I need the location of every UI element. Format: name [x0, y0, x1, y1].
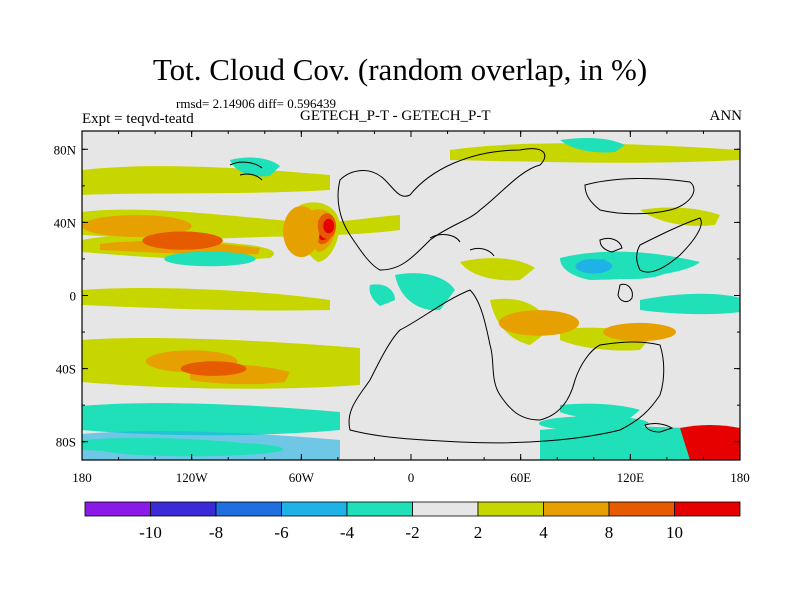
stats-text: rmsd= 2.14906 diff= 0.596439 [176, 96, 336, 111]
lat-tick-label: 40N [54, 215, 77, 230]
anomaly-region [180, 361, 247, 376]
lat-tick-label: 40S [56, 362, 76, 377]
colorbar-label: -10 [139, 523, 162, 542]
anomaly-region [100, 441, 284, 457]
anomaly-region [699, 436, 740, 455]
colorbar-swatch [674, 501, 741, 517]
lon-tick-labels: 180 120W 60W 0 60E 120E 180 [72, 470, 750, 485]
colorbar-label: -2 [405, 523, 419, 542]
lon-tick-label: 0 [408, 470, 415, 485]
season-label: ANN [709, 108, 743, 124]
anomaly-region [142, 231, 223, 250]
colorbar-label: 8 [605, 523, 614, 542]
colorbar-swatch [412, 501, 479, 517]
colorbar-swatch [608, 501, 675, 517]
lon-tick-label: 60E [510, 470, 531, 485]
lat-tick-label: 0 [70, 289, 77, 304]
colorbar-label: 10 [666, 523, 683, 542]
map-subtitle: GETECH_P-T - GETECH_P-T [300, 108, 491, 124]
anomaly-region [164, 251, 256, 267]
lon-tick-label: 120E [617, 470, 645, 485]
lat-tick-label: 80N [54, 142, 77, 157]
anomaly-region [498, 310, 580, 336]
anomaly-region [575, 258, 613, 274]
colorbar-swatch [281, 501, 348, 517]
expt-label: Expt = teqvd-teatd [82, 111, 194, 127]
continent-outlines [229, 148, 702, 444]
anomaly-region [602, 322, 677, 342]
lon-tick-label: 180 [72, 470, 92, 485]
colorbar-labels: -10 -8 -6 -4 -2 2 4 8 10 [139, 523, 683, 542]
anomaly-region [590, 257, 671, 280]
colorbar-swatch [477, 501, 544, 517]
colorbar [84, 501, 741, 517]
colorbar-swatch [543, 501, 610, 517]
lon-tick-label: 120W [176, 470, 209, 485]
anomaly-region [283, 205, 320, 258]
colorbar-label: 4 [539, 523, 548, 542]
anomaly-regions [82, 205, 740, 457]
axis-ticks [81, 131, 741, 460]
anomaly-region [538, 416, 649, 431]
anomaly-region [323, 218, 335, 234]
colorbar-swatch [84, 501, 151, 517]
lon-tick-label: 180 [730, 470, 750, 485]
map-title: Tot. Cloud Cov. (random overlap, in %) [152, 52, 648, 87]
lat-tick-labels: 80N 40N 0 40S 80S [54, 142, 77, 449]
lon-tick-label: 60W [289, 470, 315, 485]
anomaly-region [82, 215, 192, 238]
colorbar-swatch [215, 501, 282, 517]
lat-tick-label: 80S [56, 435, 76, 450]
colorbar-label: -8 [209, 523, 223, 542]
anomaly-region [82, 406, 192, 426]
colorbar-swatch [150, 501, 217, 517]
colorbar-label: -6 [274, 523, 288, 542]
colorbar-label: 2 [474, 523, 483, 542]
colorbar-swatch [346, 501, 413, 517]
colorbar-label: -4 [340, 523, 355, 542]
